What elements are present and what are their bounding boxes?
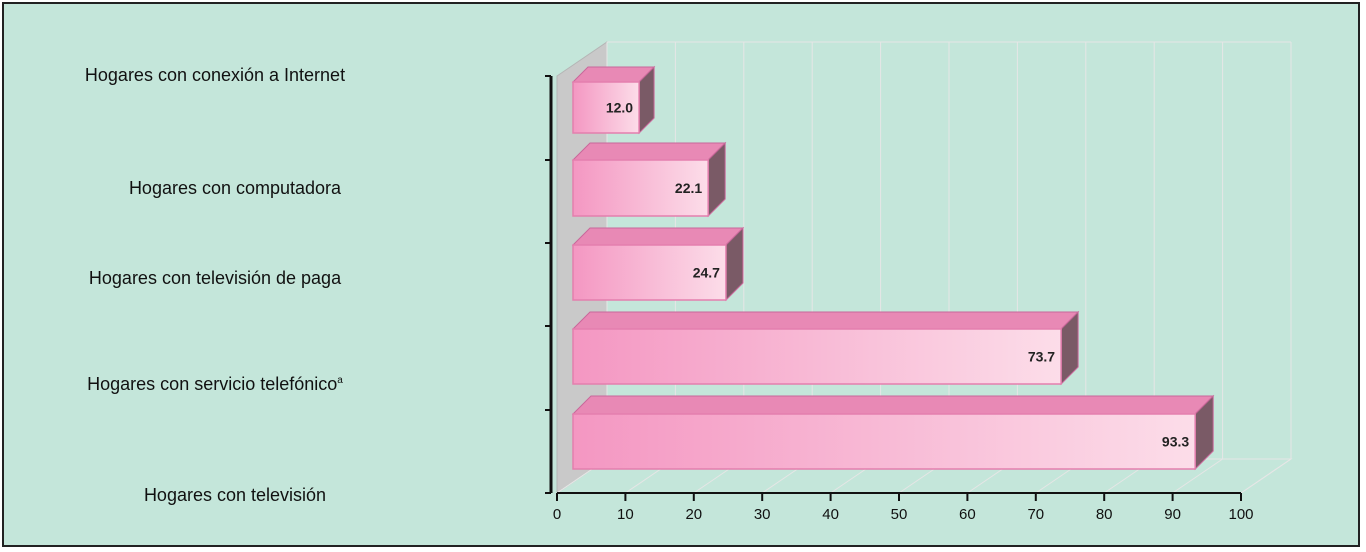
bar-value-label: 73.7 [1028,349,1055,365]
bar-front [572,159,709,217]
bar-top [571,142,727,161]
bar-top [571,395,1215,415]
x-tick-label: 30 [754,506,771,523]
category-label: Hogares con computadora [128,178,342,198]
category-label: Hogares con televisión de paga [88,268,342,288]
bar-value-label: 24.7 [693,265,720,281]
x-tick-label: 20 [685,506,702,523]
bar-value-label: 12.0 [606,100,633,116]
bar-front [572,328,1062,385]
x-tick-label: 90 [1164,506,1181,523]
bar: 22.1 [571,141,727,218]
x-tick-label: 80 [1096,506,1113,523]
bar-value-label: 22.1 [675,180,702,196]
bar: 73.7 [571,310,1080,386]
x-tick-label: 40 [822,506,839,523]
bar-chart: 12.0 22.1 24.7 73.7 93.3 0 10 20 30 40 50 60 70 80 90… [545,41,1293,523]
x-tick-label: 100 [1228,506,1253,523]
x-tick-label: 70 [1027,506,1044,523]
bar: 93.3 [571,394,1215,471]
bar-front [572,81,640,134]
gridline [1172,42,1224,494]
category-label: Hogares con servicio telefónicoa [87,374,343,394]
bar: 24.7 [571,226,745,302]
footnote-marker: a [337,375,343,386]
category-label: Hogares con televisión [143,485,327,505]
x-tick-label: 10 [617,506,634,523]
bar: 12.0 [571,65,656,135]
gridline [1240,42,1292,494]
bar-top [571,311,1080,330]
x-tick-label: 50 [891,506,908,523]
x-tick-label: 0 [553,506,561,523]
x-tick-label: 60 [959,506,976,523]
bar-front [572,244,727,301]
bar-top [571,227,745,246]
category-label: Hogares con conexión a Internet [84,65,346,85]
bar-front [572,413,1196,470]
bar-value-label: 93.3 [1162,434,1189,450]
